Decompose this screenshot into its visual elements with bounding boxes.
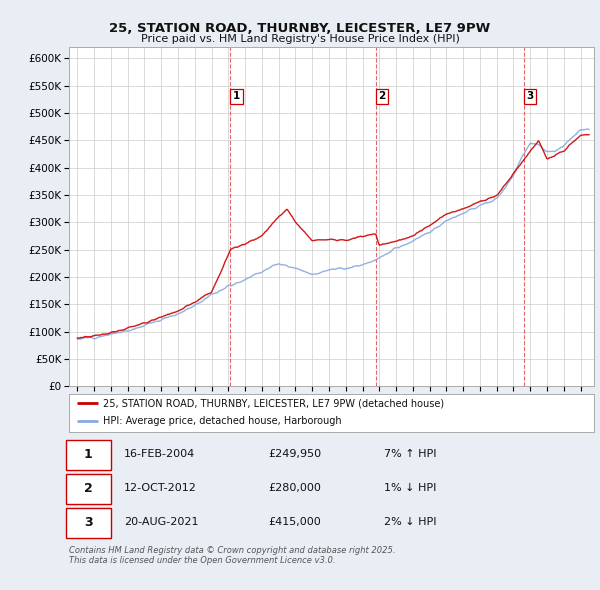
FancyBboxPatch shape (67, 440, 111, 470)
Text: £249,950: £249,950 (269, 449, 322, 459)
FancyBboxPatch shape (67, 474, 111, 504)
Text: 3: 3 (527, 91, 534, 101)
Text: £415,000: £415,000 (269, 517, 321, 527)
Text: 1: 1 (233, 91, 240, 101)
Text: 16-FEB-2004: 16-FEB-2004 (124, 449, 196, 459)
Text: 2: 2 (84, 481, 93, 495)
Text: Price paid vs. HM Land Registry's House Price Index (HPI): Price paid vs. HM Land Registry's House … (140, 34, 460, 44)
Text: 3: 3 (84, 516, 93, 529)
Text: 2% ↓ HPI: 2% ↓ HPI (384, 517, 437, 527)
Text: 7% ↑ HPI: 7% ↑ HPI (384, 449, 437, 459)
Text: 2: 2 (378, 91, 385, 101)
Text: 1% ↓ HPI: 1% ↓ HPI (384, 483, 436, 493)
Text: 1: 1 (84, 448, 93, 461)
Text: 12-OCT-2012: 12-OCT-2012 (124, 483, 197, 493)
FancyBboxPatch shape (67, 508, 111, 538)
Text: Contains HM Land Registry data © Crown copyright and database right 2025.
This d: Contains HM Land Registry data © Crown c… (69, 546, 395, 565)
Text: 20-AUG-2021: 20-AUG-2021 (124, 517, 199, 527)
Text: 25, STATION ROAD, THURNBY, LEICESTER, LE7 9PW (detached house): 25, STATION ROAD, THURNBY, LEICESTER, LE… (103, 398, 444, 408)
Text: £280,000: £280,000 (269, 483, 322, 493)
Text: 25, STATION ROAD, THURNBY, LEICESTER, LE7 9PW: 25, STATION ROAD, THURNBY, LEICESTER, LE… (109, 22, 491, 35)
Text: HPI: Average price, detached house, Harborough: HPI: Average price, detached house, Harb… (103, 416, 342, 426)
